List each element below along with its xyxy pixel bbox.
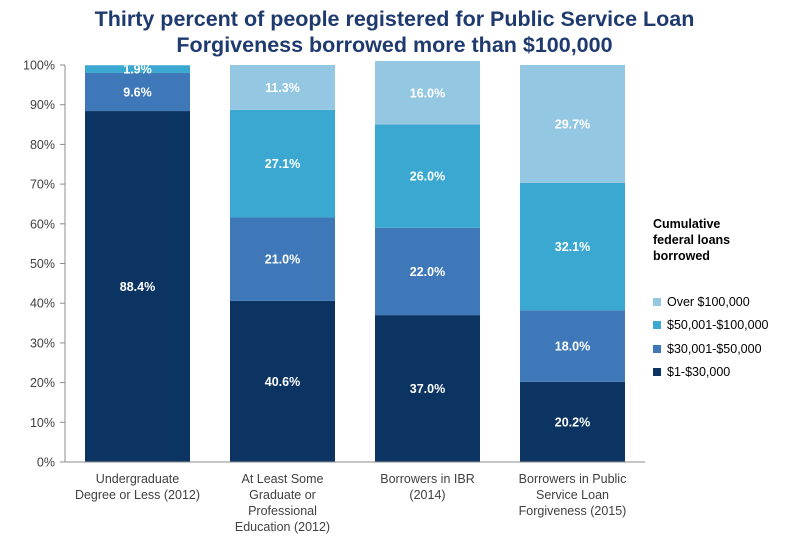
x-tick-label: Forgiveness (2015) [519,504,627,518]
bar-segment [520,381,625,462]
data-label: 37.0% [410,382,445,396]
legend-title-line-2: federal loans [653,233,731,247]
data-label: 20.2% [555,415,590,429]
legend-title-line-1: Cumulative [653,217,721,231]
x-tick-label: Graduate or [249,488,316,502]
y-tick-label: 40% [30,297,55,311]
data-label: 16.0% [410,86,445,100]
legend-label: Over $100,000 [667,294,750,309]
legend-label: $30,001-$50,000 [667,341,762,356]
bar-segment [85,65,190,73]
bar-segment [375,124,480,228]
legend-swatch [653,297,661,306]
legend-label: $50,001-$100,000 [667,318,769,333]
bar-segment [520,310,625,382]
legend-title-line-3: borrowed [653,249,710,263]
legend-title: Cumulative federal loans borrowed [653,216,789,264]
legend: Cumulative federal loans borrowed Over $… [653,216,789,384]
y-tick-label: 70% [30,178,55,192]
data-label: 26.0% [410,170,445,184]
legend-items: Over $100,000 $50,001-$100,000 $30,001-$50… [653,290,789,384]
legend-item: Over $100,000 [653,290,789,314]
bar-segment [230,65,335,110]
y-tick-label: 80% [30,138,55,152]
legend-item: $1-$30,000 [653,361,789,385]
x-tick-label: Professional [248,504,317,518]
legend-label: $1-$30,000 [667,365,731,380]
x-tick-label: Borrowers in IBR [380,472,474,486]
x-tick-label: Service Loan [536,488,609,502]
y-tick-label: 100% [23,59,55,73]
bar-segment [230,217,335,301]
x-tick-label: Borrowers in Public [519,472,627,486]
bar-segment [85,111,190,462]
bar-segment [230,109,335,218]
legend-swatch [653,344,661,353]
data-label: 22.0% [410,265,445,279]
bar-segment [375,227,480,316]
data-label: 18.0% [555,340,590,354]
chart-title-line-2: Forgiveness borrowed more than $100,000 [176,33,613,57]
y-tick-label: 60% [30,217,55,231]
legend-swatch [653,368,661,377]
data-label: 32.1% [555,240,590,254]
data-label: 9.6% [123,85,152,99]
data-label: 27.1% [265,157,300,171]
legend-swatch [653,321,661,330]
legend-item: $30,001-$50,000 [653,337,789,361]
bar-segment [85,72,190,112]
data-label: 21.0% [265,253,300,267]
legend-item: $50,001-$100,000 [653,314,789,338]
bar-segment [520,182,625,311]
data-label: 40.6% [265,375,300,389]
bar-segment [230,300,335,462]
bar-segment [375,315,480,462]
data-label: 11.3% [265,81,300,95]
chart-title: Thirty percent of people registered for … [0,6,789,58]
y-tick-label: 10% [30,416,55,430]
y-tick-label: 50% [30,257,55,271]
y-tick-label: 90% [30,98,55,112]
data-label: 29.7% [555,117,590,131]
data-label: 1.9% [123,63,152,77]
bar-segment [375,61,480,125]
y-tick-label: 20% [30,376,55,390]
y-tick-label: 30% [30,336,55,350]
x-tick-label: Education (2012) [235,520,330,534]
x-tick-label: (2014) [409,488,445,502]
x-tick-label: At Least Some [242,472,324,486]
y-tick-label: 0% [37,456,55,470]
data-label: 88.4% [120,280,155,294]
bar-segment [520,65,625,183]
chart-title-line-1: Thirty percent of people registered for … [94,7,695,31]
x-tick-label: Degree or Less (2012) [75,488,200,502]
x-tick-label: Undergraduate [96,472,179,486]
